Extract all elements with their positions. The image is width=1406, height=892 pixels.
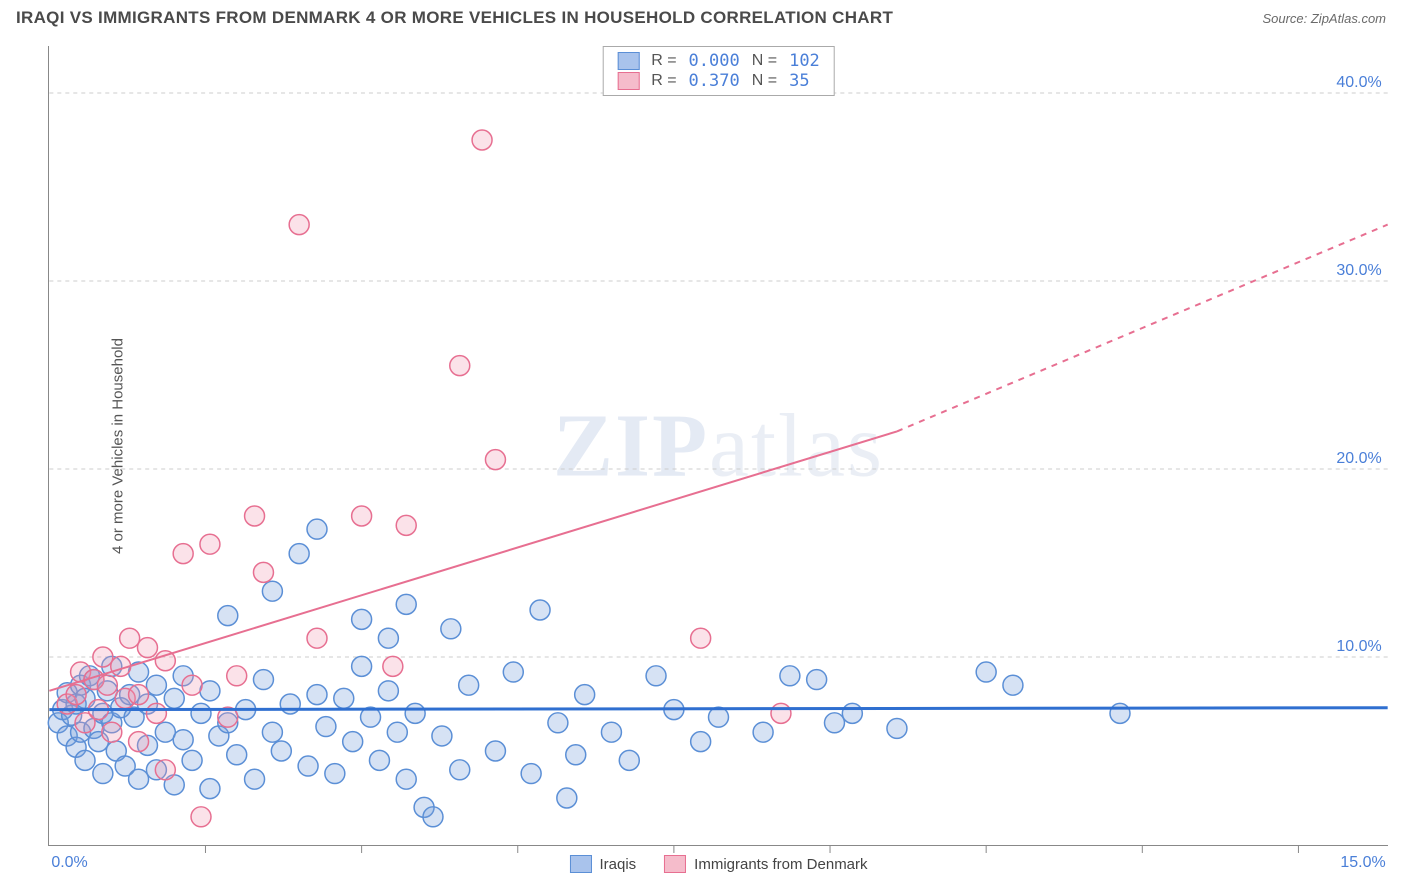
n-value: 35	[789, 71, 809, 91]
source-label: Source: ZipAtlas.com	[1262, 11, 1386, 26]
r-value: 0.370	[689, 71, 740, 91]
svg-text:10.0%: 10.0%	[1336, 638, 1381, 655]
svg-text:30.0%: 30.0%	[1336, 262, 1381, 279]
r-label: R =	[651, 72, 676, 90]
n-label: N =	[752, 72, 777, 90]
svg-text:15.0%: 15.0%	[1340, 854, 1385, 871]
r-value: 0.000	[689, 51, 740, 71]
swatch-denmark	[664, 855, 686, 873]
n-label: N =	[752, 52, 777, 70]
swatch-denmark	[617, 72, 639, 90]
swatch-iraqis	[569, 855, 591, 873]
legend-label: Iraqis	[599, 856, 636, 873]
legend-item-iraqis: Iraqis	[569, 855, 636, 873]
plot-box: ZIPatlas 10.0%20.0%30.0%40.0%0.0%15.0% R…	[48, 46, 1388, 846]
chart-title: IRAQI VS IMMIGRANTS FROM DENMARK 4 OR MO…	[16, 8, 893, 28]
r-legend-row-1: R = 0.370 N = 35	[617, 71, 820, 91]
svg-text:0.0%: 0.0%	[51, 854, 87, 871]
chart-area: ZIPatlas 10.0%20.0%30.0%40.0%0.0%15.0% R…	[48, 46, 1388, 846]
svg-text:40.0%: 40.0%	[1336, 74, 1381, 91]
r-legend: R = 0.000 N = 102 R = 0.370 N = 35	[602, 46, 835, 96]
svg-text:20.0%: 20.0%	[1336, 450, 1381, 467]
scatter-plot: 10.0%20.0%30.0%40.0%0.0%15.0%	[49, 46, 1388, 845]
n-value: 102	[789, 51, 820, 71]
bottom-legend: Iraqis Immigrants from Denmark	[569, 855, 867, 873]
r-label: R =	[651, 52, 676, 70]
legend-item-denmark: Immigrants from Denmark	[664, 855, 867, 873]
r-legend-row-0: R = 0.000 N = 102	[617, 51, 820, 71]
swatch-iraqis	[617, 52, 639, 70]
legend-label: Immigrants from Denmark	[694, 856, 867, 873]
